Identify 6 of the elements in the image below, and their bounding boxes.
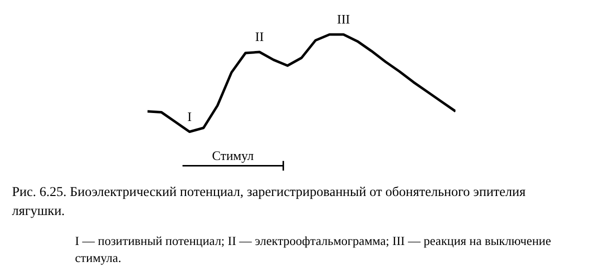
text: III xyxy=(337,12,350,27)
annotation: I xyxy=(187,108,192,124)
text: I — позитивный потенциал; II — электроофтальмограмма; III — реакция на выключение стимула. xyxy=(75,232,552,268)
annotation: II xyxy=(255,29,264,44)
text: Стимул xyxy=(212,148,254,163)
text: Рис. 6.25. Биоэлектрический потенциал, зарегистрированный от обонятельного эпителия лягушки. xyxy=(12,183,527,220)
